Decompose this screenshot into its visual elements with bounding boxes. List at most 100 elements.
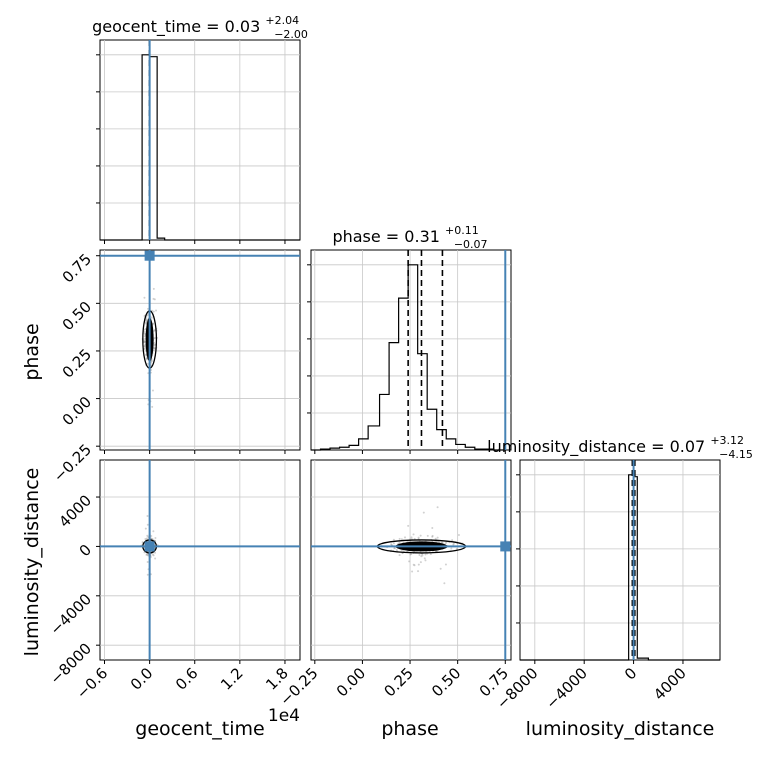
sample-point-1-0-204 (143, 340, 146, 343)
sample-point-2-1-107 (455, 547, 458, 550)
sample-point-2-0-100 (145, 553, 148, 556)
title-geocent-time: geocent_time = 0.03 +2.04 −2.00 (92, 9, 308, 41)
ytick-label-phase-2: 0.25 (59, 345, 95, 381)
panel-frame-1-0 (99, 249, 301, 451)
sample-point-1-0-59 (144, 346, 147, 349)
sample-point-2-1-246 (451, 539, 454, 542)
truth-marker-2-1 (500, 541, 511, 552)
sample-point-1-0-196 (151, 405, 154, 408)
sample-point-2-1-84 (423, 557, 426, 560)
sample-point-1-0-148 (150, 316, 153, 319)
histogram-phase (311, 264, 504, 451)
sample-point-1-0-63 (152, 287, 155, 290)
xtick-label-geocent_time-3: 1.2 (217, 664, 247, 694)
sample-point-1-0-186 (143, 339, 146, 342)
sample-point-1-0-65 (143, 341, 146, 344)
sample-point-2-0-118 (151, 553, 154, 556)
sample-point-2-1-202 (429, 553, 432, 556)
sample-point-1-0-20 (145, 319, 148, 322)
sample-point-1-0-35 (143, 330, 146, 333)
sample-point-2-1-102 (424, 553, 427, 556)
xlabel-phase: phase (381, 718, 438, 740)
sample-point-2-1-77 (417, 570, 420, 573)
sample-point-2-0-252 (146, 553, 149, 556)
sample-point-2-0-70 (154, 557, 157, 560)
sample-point-1-0-175 (145, 322, 148, 325)
sample-point-1-0-143 (145, 358, 148, 361)
ylabel-phase: phase (21, 323, 43, 380)
sample-point-1-0-211 (146, 313, 149, 316)
sample-point-2-1-168 (436, 506, 439, 509)
sample-point-2-1-259 (411, 570, 414, 573)
sample-point-2-1-126 (412, 563, 415, 566)
sample-point-2-1-7 (398, 554, 401, 557)
sample-point-2-1-189 (444, 563, 447, 566)
sample-point-2-1-147 (403, 536, 406, 539)
sample-point-2-0-140 (146, 534, 149, 537)
xtick-label-geocent_time-0: −0.6 (73, 664, 111, 702)
sample-point-1-0-58 (152, 310, 155, 313)
xtick-label-phase-1: 0.00 (333, 664, 369, 700)
sample-point-1-0-8 (155, 309, 158, 312)
sample-point-1-0-164 (144, 321, 147, 324)
xtick-label-luminosity_distance-3: 4000 (650, 664, 690, 704)
xtick-label-luminosity_distance-1: −4000 (542, 664, 591, 713)
sample-point-2-1-55 (393, 547, 396, 550)
sample-point-1-0-17 (152, 297, 155, 300)
xtick-label-geocent_time-2: 0.6 (172, 664, 202, 694)
sample-point-2-1-14 (439, 567, 442, 570)
ytick-label-phase-0: −0.25 (50, 441, 95, 486)
sample-point-2-1-153 (418, 554, 421, 557)
title-phase: phase = 0.31 +0.11 −0.07 (332, 219, 487, 251)
panel-frame-2-2 (519, 459, 721, 661)
sample-point-1-0-89 (153, 347, 156, 350)
xtick-label-phase-3: 0.50 (428, 664, 464, 700)
sample-point-2-1-90 (409, 553, 412, 556)
sample-point-1-0-201 (153, 344, 156, 347)
sample-point-2-1-17 (420, 555, 423, 558)
xlabel-geocent-time: geocent_time (135, 718, 264, 740)
panel-frame-2-0 (99, 459, 301, 661)
sample-point-2-1-196 (392, 538, 395, 541)
sample-point-1-0-217 (151, 389, 154, 392)
sample-point-2-1-125 (441, 541, 444, 544)
sample-point-2-1-3 (450, 547, 453, 550)
sample-point-1-0-124 (143, 347, 146, 350)
sample-point-1-0-119 (143, 296, 146, 299)
sample-point-2-1-216 (452, 542, 455, 545)
sample-point-1-0-72 (154, 337, 157, 340)
sample-point-2-1-203 (417, 563, 420, 566)
sample-point-2-0-84 (146, 523, 149, 526)
sample-point-2-0-28 (146, 573, 149, 576)
sample-point-2-0-61 (144, 538, 147, 541)
sample-point-2-1-210 (408, 560, 411, 563)
sample-point-2-0-43 (152, 554, 155, 557)
sample-point-2-0-154 (146, 515, 149, 518)
sample-point-2-1-40 (390, 543, 393, 546)
sample-point-2-1-140 (413, 564, 416, 567)
panel-frame-0-0 (99, 39, 301, 241)
sample-point-2-1-63 (412, 533, 415, 536)
histogram-luminosity_distance (520, 474, 720, 661)
sample-point-2-1-137 (410, 536, 413, 539)
sample-point-2-1-219 (452, 543, 455, 546)
sample-point-2-1-123 (392, 542, 395, 545)
ylabel-luminosity-distance: luminosity_distance (21, 468, 43, 657)
sample-point-2-1-252 (422, 511, 425, 514)
sample-point-2-1-241 (406, 550, 409, 553)
truth-marker-1-0 (144, 250, 155, 261)
sample-point-2-1-49 (431, 526, 434, 529)
sample-point-1-0-30 (150, 359, 153, 362)
xtick-label-phase-2: 0.25 (381, 664, 417, 700)
sample-point-2-1-127 (400, 538, 403, 541)
x-offset-text: 1e4 (268, 706, 300, 726)
xlabel-luminosity-distance: luminosity_distance (526, 718, 715, 740)
sample-point-1-0-43 (143, 328, 146, 331)
title-geocent-time-text: geocent_time = 0.03 (92, 17, 260, 37)
sample-point-2-1-75 (410, 553, 413, 556)
sample-point-2-0-203 (152, 530, 155, 533)
sample-point-2-1-28 (424, 559, 427, 562)
sample-point-1-0-112 (147, 307, 150, 310)
histogram-geocent_time (100, 54, 300, 241)
